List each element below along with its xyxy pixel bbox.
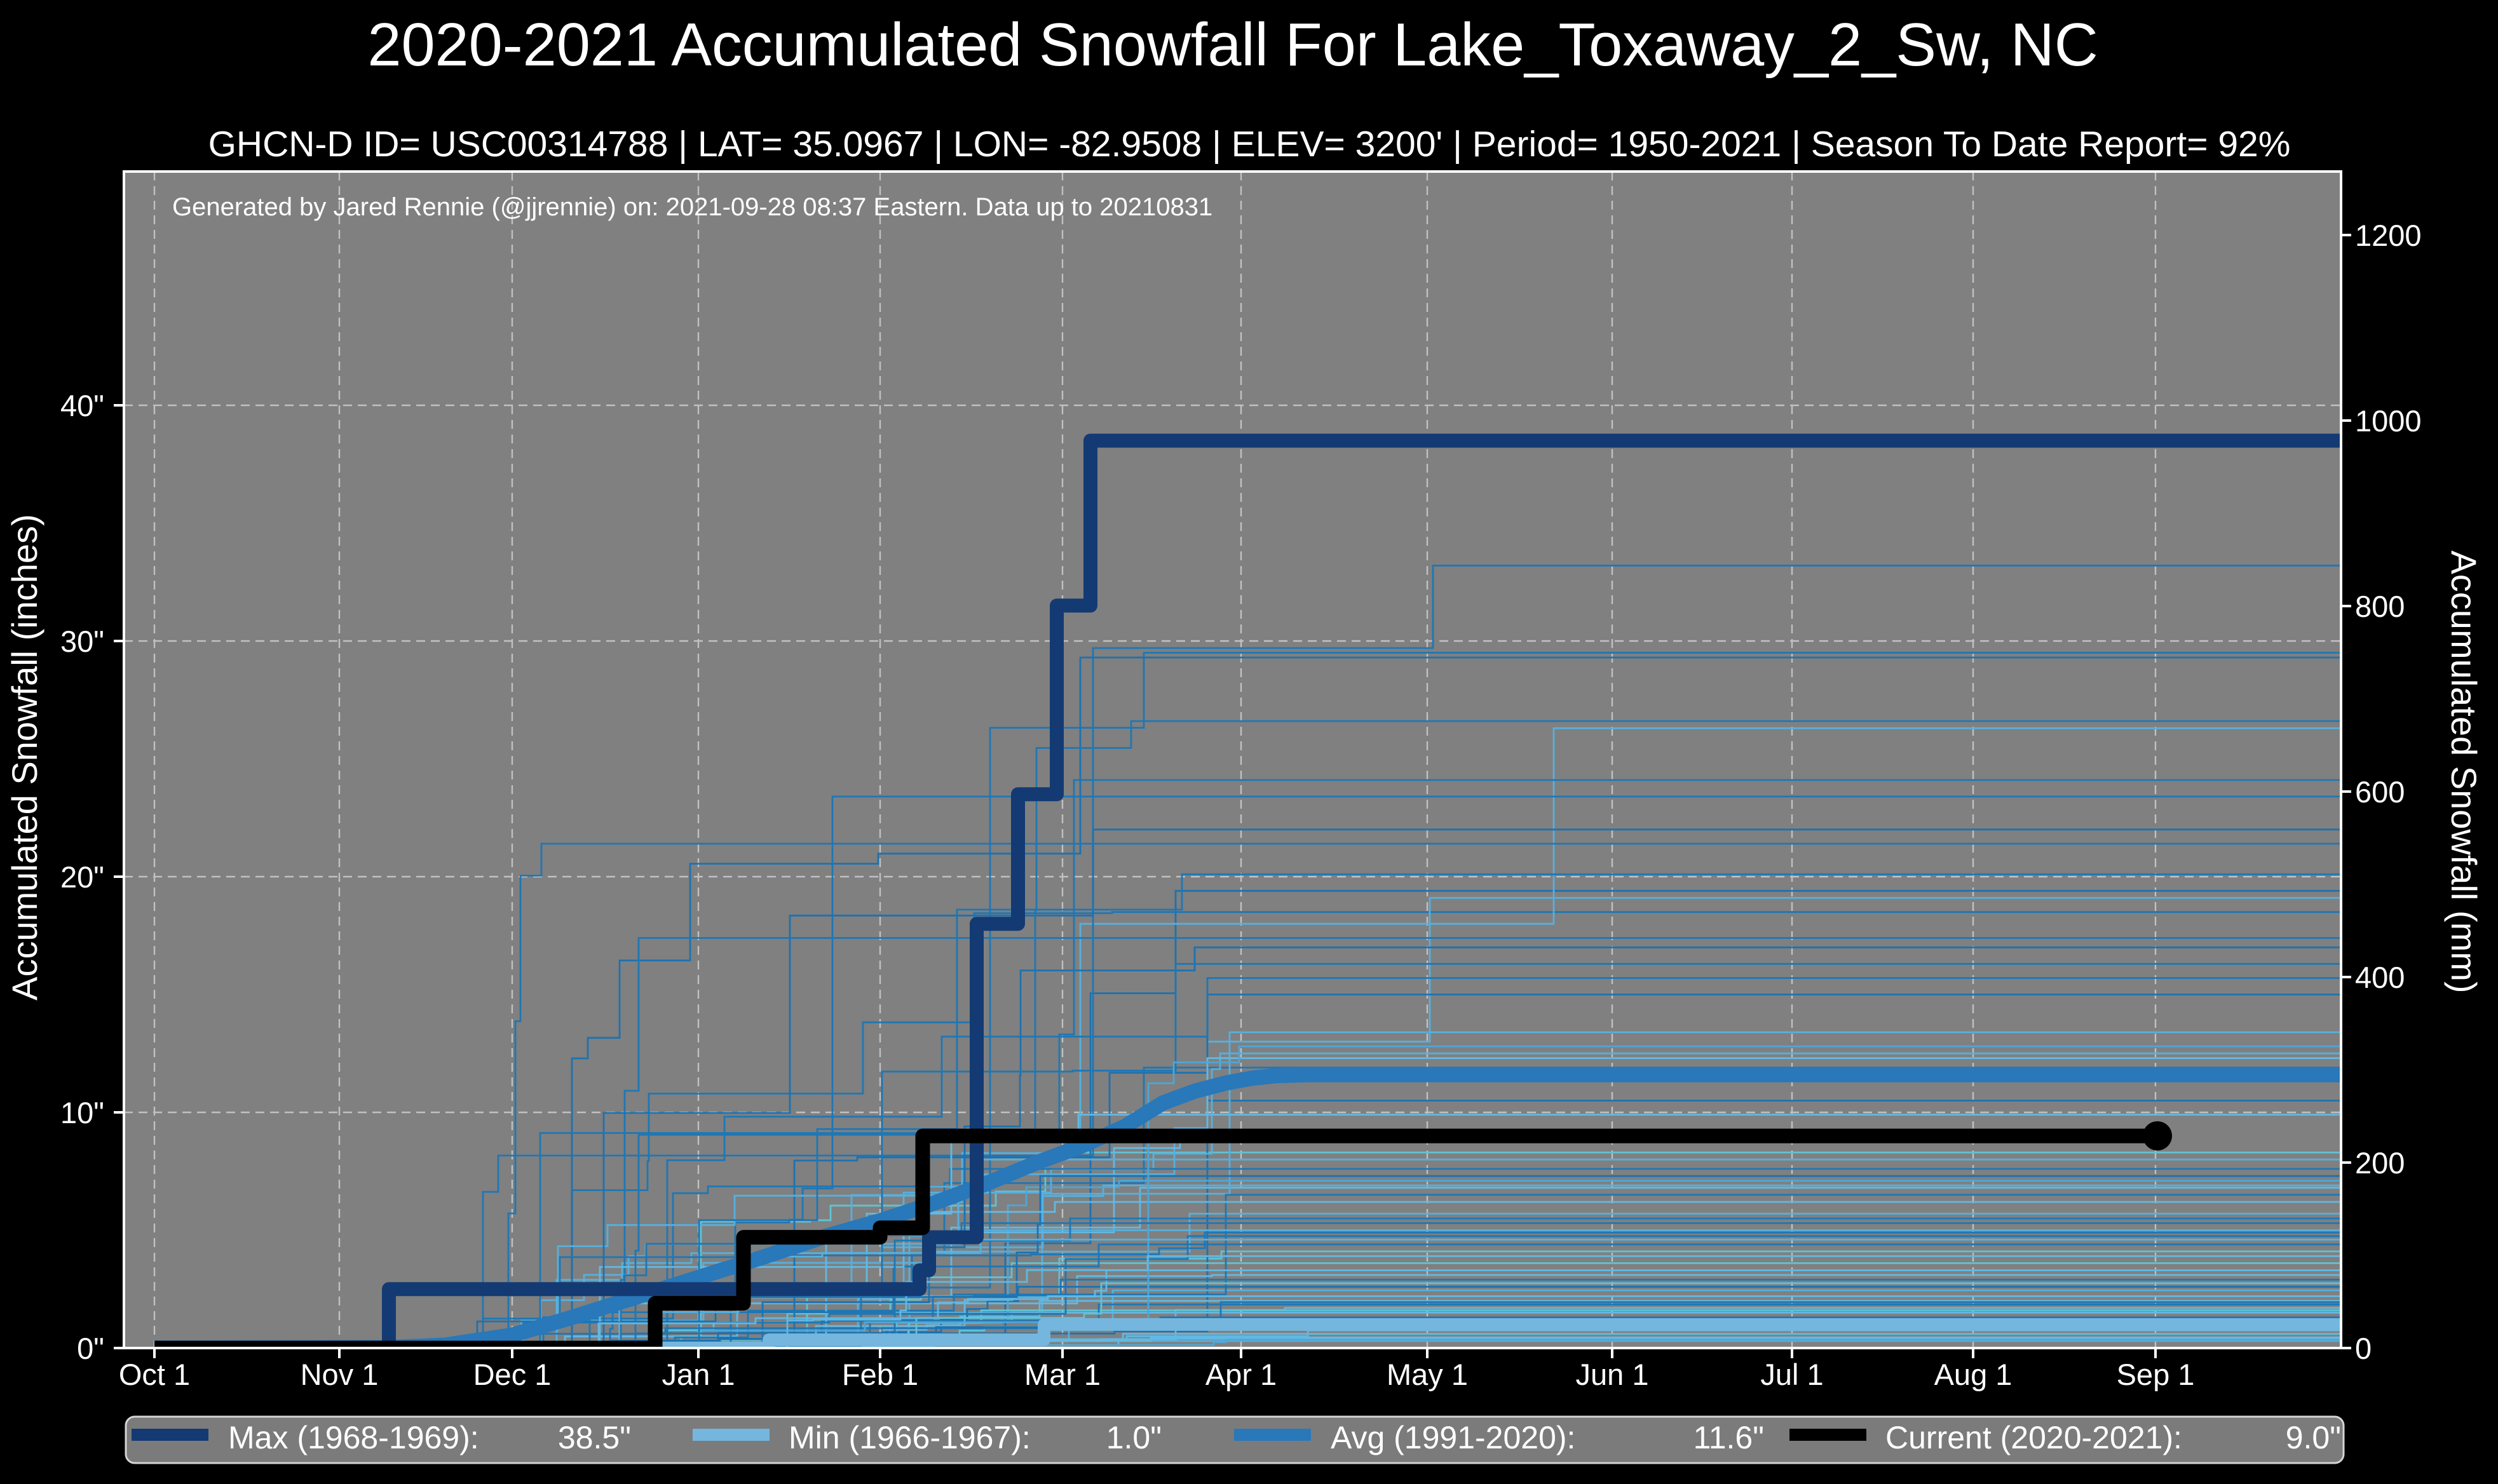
svg-text:Generated by Jared Rennie (@jj: Generated by Jared Rennie (@jjrennie) on… bbox=[172, 193, 1212, 221]
svg-text:Avg (1991-2020):: Avg (1991-2020): bbox=[1331, 1420, 1575, 1455]
svg-text:20": 20" bbox=[60, 860, 104, 894]
svg-text:Feb 1: Feb 1 bbox=[842, 1358, 918, 1391]
svg-text:30": 30" bbox=[60, 624, 104, 658]
svg-text:May 1: May 1 bbox=[1387, 1358, 1468, 1391]
svg-text:Jan 1: Jan 1 bbox=[662, 1358, 735, 1391]
svg-text:200: 200 bbox=[2355, 1146, 2405, 1180]
svg-text:Sep 1: Sep 1 bbox=[2117, 1358, 2195, 1391]
svg-text:Current (2020-2021):: Current (2020-2021): bbox=[1885, 1420, 2182, 1455]
svg-text:0: 0 bbox=[2355, 1332, 2372, 1365]
svg-text:Oct 1: Oct 1 bbox=[119, 1358, 190, 1391]
svg-text:11.6": 11.6" bbox=[1694, 1420, 1764, 1455]
svg-text:Jun 1: Jun 1 bbox=[1576, 1358, 1649, 1391]
svg-text:Min (1966-1967):: Min (1966-1967): bbox=[789, 1420, 1031, 1455]
svg-text:Accumulated Snowfall (inches): Accumulated Snowfall (inches) bbox=[4, 514, 44, 1001]
svg-text:Accumulated Snowfall (mm): Accumulated Snowfall (mm) bbox=[2444, 550, 2484, 993]
svg-text:800: 800 bbox=[2355, 590, 2405, 623]
svg-text:Dec 1: Dec 1 bbox=[473, 1358, 552, 1391]
svg-text:Jul 1: Jul 1 bbox=[1760, 1358, 1823, 1391]
svg-text:Max (1968-1969):: Max (1968-1969): bbox=[228, 1420, 479, 1455]
svg-text:2020-2021 Accumulated Snowfall: 2020-2021 Accumulated Snowfall For Lake_… bbox=[367, 11, 2098, 79]
svg-text:40": 40" bbox=[60, 389, 104, 422]
svg-text:GHCN-D ID= USC00314788 | LAT=: GHCN-D ID= USC00314788 | LAT= 35.0967 | … bbox=[208, 124, 2291, 165]
svg-text:Aug 1: Aug 1 bbox=[1934, 1358, 2013, 1391]
svg-text:400: 400 bbox=[2355, 961, 2405, 994]
svg-text:600: 600 bbox=[2355, 775, 2405, 809]
svg-text:Nov 1: Nov 1 bbox=[301, 1358, 379, 1391]
svg-text:9.0": 9.0" bbox=[2286, 1420, 2341, 1455]
svg-text:1200: 1200 bbox=[2355, 219, 2422, 252]
svg-text:Mar 1: Mar 1 bbox=[1024, 1358, 1101, 1391]
svg-text:38.5": 38.5" bbox=[558, 1420, 631, 1455]
svg-text:10": 10" bbox=[60, 1096, 104, 1130]
svg-text:1000: 1000 bbox=[2355, 404, 2422, 438]
svg-text:0": 0" bbox=[77, 1332, 104, 1365]
svg-text:Apr 1: Apr 1 bbox=[1205, 1358, 1277, 1391]
svg-text:1.0": 1.0" bbox=[1106, 1420, 1162, 1455]
